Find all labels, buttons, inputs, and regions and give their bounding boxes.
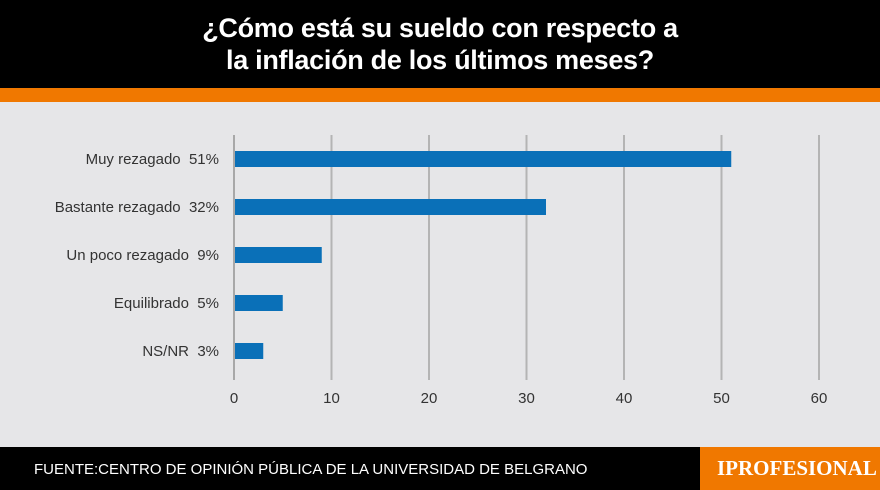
x-tick-label: 40 <box>616 390 633 407</box>
x-tick-label: 20 <box>421 390 438 407</box>
category-label: Un poco rezagado 9% <box>66 247 219 264</box>
bar <box>235 295 283 311</box>
bar <box>235 199 546 215</box>
bar-chart: 0 10 20 30 40 50 60 Muy rezagado 51% Bastante re… <box>55 135 828 407</box>
category-label: NS/NR 3% <box>142 343 219 360</box>
x-tick-label: 60 <box>811 390 828 407</box>
x-tick-label: 50 <box>713 390 730 407</box>
title-line-1: ¿Cómo está su sueldo con respecto a <box>202 13 678 43</box>
source-text: FUENTE:CENTRO DE OPINIÓN PÚBLICA DE LA U… <box>34 461 588 478</box>
category-label: Muy rezagado 51% <box>86 151 219 168</box>
bar <box>235 343 264 359</box>
logo: IPROFESIONAL <box>700 447 880 490</box>
bar <box>235 247 322 263</box>
category-label: Equilibrado 5% <box>114 295 219 312</box>
bar <box>235 151 732 167</box>
x-tick-label: 30 <box>518 390 535 407</box>
accent-stripe <box>0 88 880 102</box>
x-tick-label: 10 <box>323 390 340 407</box>
footer: FUENTE:CENTRO DE OPINIÓN PÚBLICA DE LA U… <box>0 447 880 490</box>
title-line-2: la inflación de los últimos meses? <box>226 45 654 75</box>
x-tick-label: 0 <box>230 390 238 407</box>
chart-title: ¿Cómo está su sueldo con respecto a la i… <box>0 0 880 88</box>
category-label: Bastante rezagado 32% <box>55 199 219 216</box>
